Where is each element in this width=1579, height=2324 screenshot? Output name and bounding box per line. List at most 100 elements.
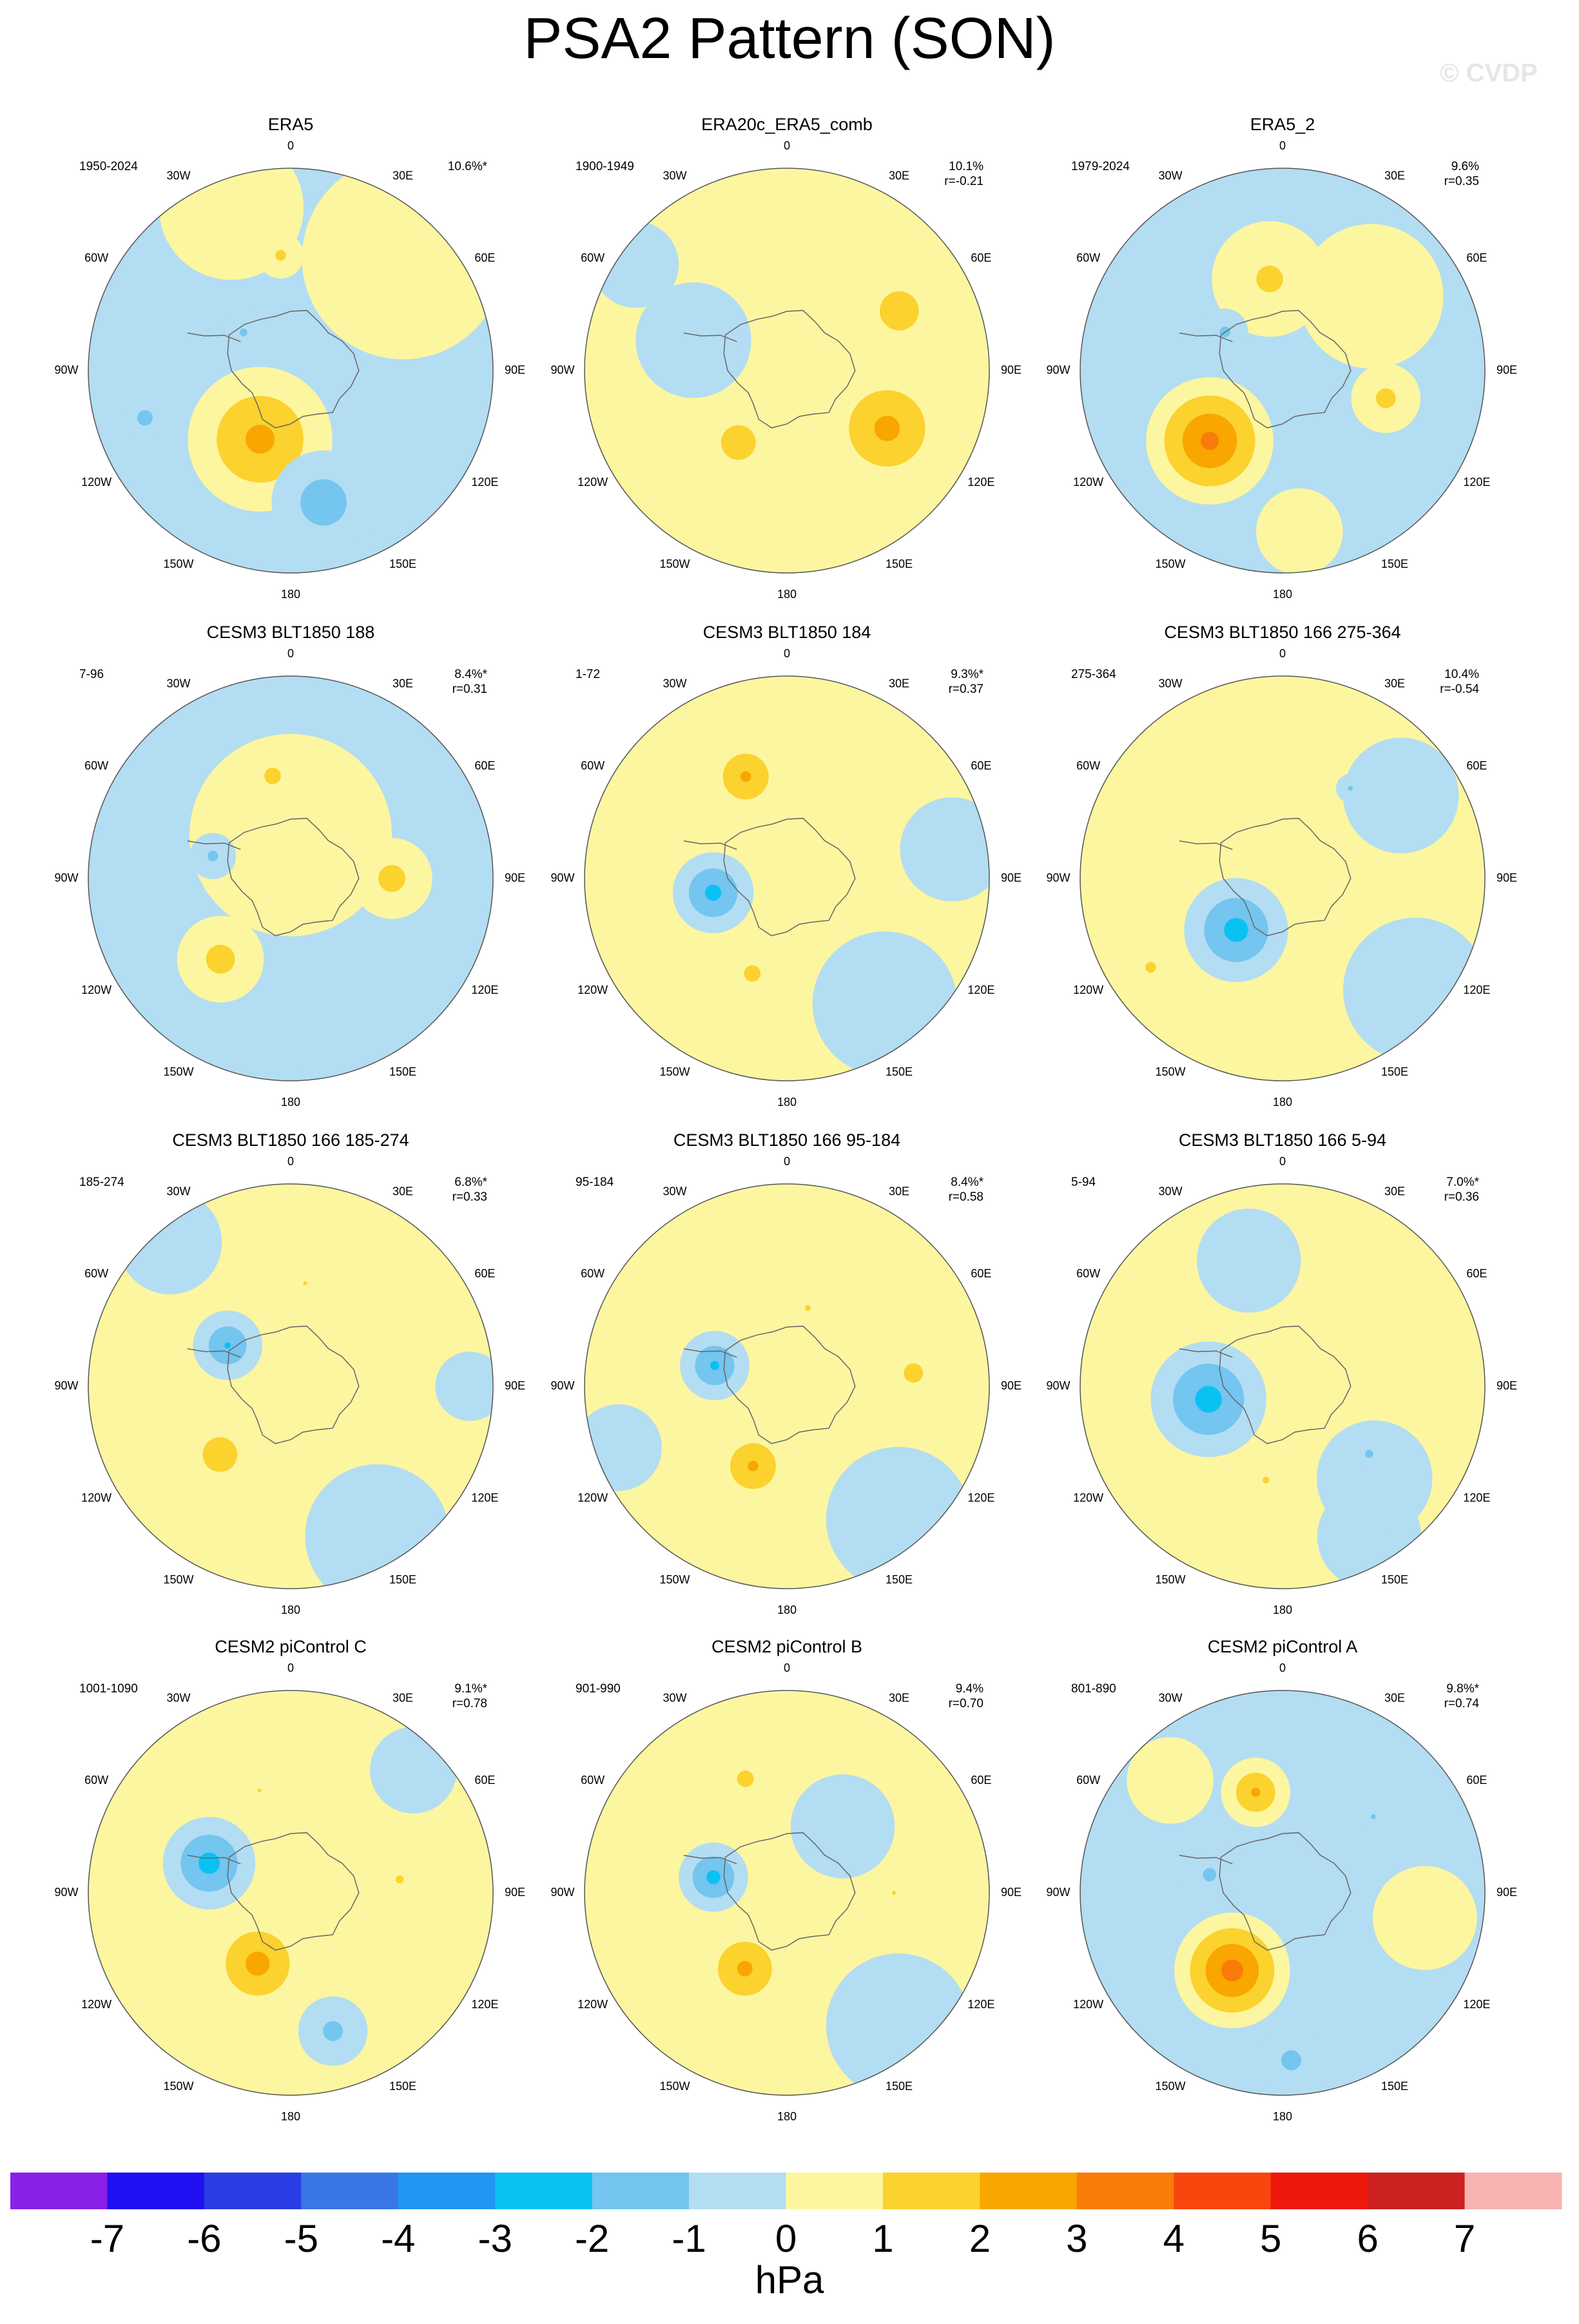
longitude-label: 180 [777, 1603, 797, 1616]
longitude-label: 0 [287, 139, 294, 152]
panel-title: CESM2 piControl C [215, 1637, 367, 1656]
coastline [683, 332, 737, 342]
longitude-label: 90W [1046, 871, 1070, 884]
anomaly-contour [246, 1951, 270, 1976]
colorbar-box [786, 2173, 884, 2209]
anomaly-contour [1263, 1477, 1270, 1484]
longitude-label: 150W [659, 2080, 690, 2093]
period: 1-72 [576, 668, 600, 681]
correlation: r=0.70 [949, 1697, 983, 1710]
variance: 6.8%* [454, 1176, 487, 1189]
longitude-label: 120E [967, 476, 994, 489]
variance: 8.4%* [454, 668, 487, 681]
panel-title: CESM3 BLT1850 166 95-184 [673, 1130, 900, 1150]
longitude-label: 120W [81, 476, 111, 489]
longitude-label: 150E [389, 2080, 416, 2093]
coastline [187, 332, 241, 342]
anomaly-contour [1317, 1420, 1433, 1536]
longitude-label: 180 [777, 2110, 797, 2123]
anomaly-contour [1224, 918, 1248, 942]
field [1080, 168, 1485, 573]
longitude-label: 120E [1463, 476, 1490, 489]
longitude-label: 30E [889, 677, 909, 690]
colorbar-label: -7 [90, 2217, 124, 2260]
anomaly-contour [117, 1190, 222, 1295]
longitude-label: 0 [784, 647, 790, 660]
anomaly-contour [305, 1464, 450, 1589]
longitude-label: 30E [1384, 1691, 1405, 1704]
anomaly-contour [435, 1351, 493, 1421]
period: 275-364 [1071, 668, 1116, 681]
colorbar-box [1368, 2173, 1466, 2209]
longitude-label: 0 [287, 647, 294, 660]
anomaly-contour [900, 797, 989, 902]
panel-title: ERA5 [268, 115, 314, 134]
longitude-label: 60E [474, 251, 495, 264]
colorbar-label: -4 [381, 2217, 415, 2260]
longitude-label: 0 [1279, 139, 1286, 152]
anomaly-contour [246, 425, 275, 454]
longitude-label: 150W [163, 1065, 193, 1078]
anomaly-contour [812, 931, 958, 1076]
longitude-label: 90E [1497, 363, 1517, 376]
anomaly-contour [1375, 388, 1396, 409]
anomaly-contour [303, 1281, 307, 1286]
anomaly-contour [137, 410, 153, 426]
longitude-label: 0 [1279, 647, 1286, 660]
colorbar-label: 6 [1357, 2217, 1378, 2260]
anomaly-contour [1348, 786, 1353, 791]
longitude-label: 30E [889, 1185, 909, 1197]
coastline [187, 1348, 241, 1358]
variance: 9.6% [1451, 160, 1479, 173]
anomaly-contour [323, 2021, 343, 2041]
coastline [683, 1854, 737, 1864]
longitude-label: 30W [663, 1185, 686, 1197]
longitude-label: 120W [577, 1491, 608, 1504]
period: 1979-2024 [1071, 160, 1130, 173]
anomaly-contour [264, 768, 281, 784]
longitude-label: 150W [659, 557, 690, 570]
longitude-label: 150E [886, 1573, 913, 1586]
longitude-label: 90E [505, 1886, 525, 1899]
longitude-label: 60E [474, 1267, 495, 1280]
longitude-label: 90W [54, 871, 78, 884]
map-panel: 0 30E 60E 90E 120E 150E 180 150W 120W 90W 60W 30W CE… [550, 623, 1022, 1109]
map-border [584, 168, 990, 574]
colorbar-label: 4 [1163, 2217, 1185, 2260]
colorbar-label: -2 [575, 2217, 609, 2260]
anomaly-contour [239, 328, 247, 336]
longitude-label: 60W [1076, 251, 1100, 264]
longitude-label: 0 [287, 1155, 294, 1168]
period: 1900-1949 [576, 160, 634, 173]
correlation: r=0.36 [1444, 1190, 1479, 1204]
anomaly-contour [1373, 1866, 1477, 1970]
anomaly-contour [874, 415, 900, 441]
longitude-label: 60W [84, 1267, 108, 1280]
anomaly-contour [1200, 431, 1219, 450]
longitude-label: 0 [784, 1661, 790, 1674]
period: 95-184 [576, 1176, 614, 1189]
map-border [88, 168, 494, 574]
anomaly-contour [1221, 1959, 1243, 1982]
anomaly-contour [790, 1774, 895, 1879]
coastline [1179, 840, 1233, 850]
correlation: r=0.74 [1444, 1697, 1480, 1710]
longitude-label: 90E [505, 1379, 525, 1392]
anomaly-contour [1371, 1814, 1376, 1819]
anomaly-contour [1256, 266, 1283, 293]
coastline [227, 1832, 360, 1951]
longitude-label: 0 [1279, 1155, 1286, 1168]
longitude-label: 60E [1466, 251, 1487, 264]
longitude-label: 90E [1001, 1379, 1022, 1392]
longitude-label: 30E [392, 1185, 413, 1197]
colorbar-box [398, 2173, 496, 2209]
map-border [88, 1690, 494, 2096]
longitude-label: 150W [163, 2080, 193, 2093]
anomaly-contour [706, 1870, 721, 1884]
colorbar: -7 -6 -5 -4 -3 -2 -1 0 1 2 3 4 5 6 7 hPa [10, 2173, 1562, 2301]
longitude-label: 150E [1381, 557, 1408, 570]
map-border [584, 675, 990, 1081]
longitude-label: 30E [889, 1691, 909, 1704]
variance: 9.1%* [454, 1682, 487, 1696]
panel-title: CESM2 piControl A [1208, 1637, 1358, 1656]
